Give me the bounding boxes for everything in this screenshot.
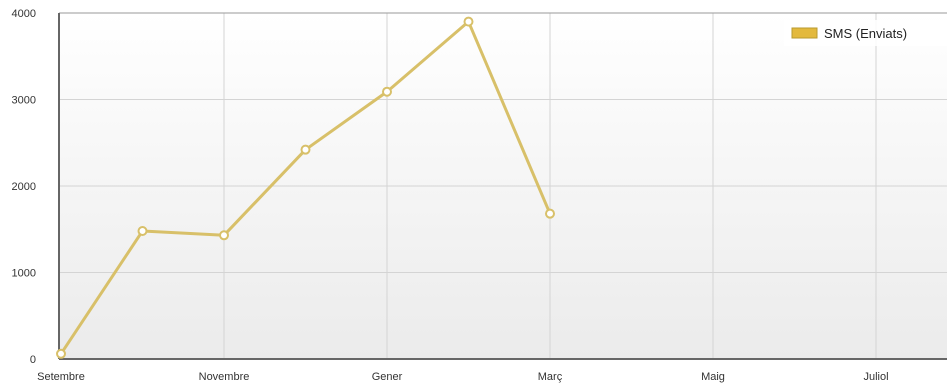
data-point[interactable] xyxy=(219,230,229,241)
x-tick-label: Juliol xyxy=(863,371,888,383)
y-tick-label: 2000 xyxy=(12,181,36,193)
x-tick-label: Maig xyxy=(701,371,725,383)
x-tick-label: Novembre xyxy=(199,371,250,383)
legend-swatch xyxy=(791,27,818,39)
data-point[interactable] xyxy=(463,16,474,27)
legend-label: SMS (Enviats) xyxy=(824,26,907,41)
x-tick-label: Setembre xyxy=(37,371,85,383)
x-tick-label: Gener xyxy=(372,371,403,383)
data-point[interactable] xyxy=(300,144,311,155)
data-point[interactable] xyxy=(545,208,555,219)
axes xyxy=(58,12,947,360)
series-group xyxy=(56,16,555,359)
legend[interactable]: SMS (Enviats) xyxy=(784,20,947,46)
x-tick-label: Març xyxy=(538,371,563,383)
y-tick-label: 0 xyxy=(30,354,36,366)
y-tick-label: 3000 xyxy=(12,95,36,107)
data-point[interactable] xyxy=(382,86,392,97)
data-point[interactable] xyxy=(56,348,66,359)
y-axis-tick-labels: 0 1000 2000 3000 4000 xyxy=(12,8,36,366)
y-tick-label: 4000 xyxy=(12,8,36,20)
y-tick-label: 1000 xyxy=(12,268,36,280)
x-axis-tick-labels: Setembre Novembre Gener Març Maig Juliol xyxy=(37,371,888,383)
data-point[interactable] xyxy=(137,225,148,236)
